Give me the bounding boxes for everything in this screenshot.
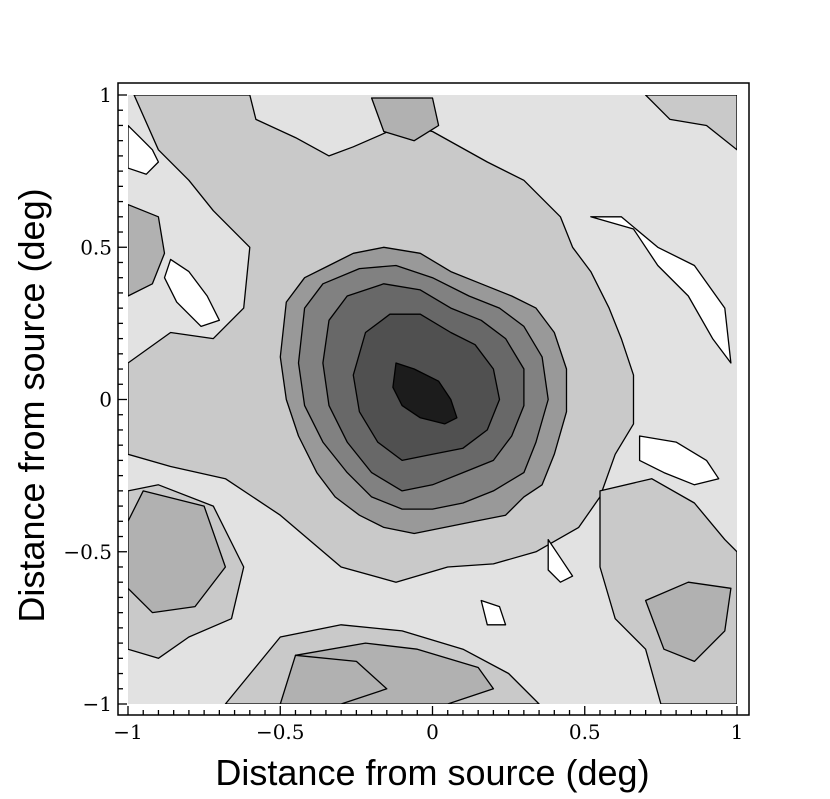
contour-region-level-4: [644, 581, 732, 663]
x-tick-label: 0.5: [569, 720, 601, 744]
y-axis-title: Distance from source (deg): [11, 188, 52, 622]
tick-labels: −1 −0.5 0 0.5 1 −1 −0.5 0 0.5 1: [63, 83, 743, 744]
contour-region-level-4: [279, 654, 388, 704]
contour-region-level-1: [638, 435, 720, 486]
contour-region-level-1: [163, 258, 221, 328]
y-tick-label: 0.5: [80, 235, 112, 259]
x-tick-label: 0: [426, 720, 439, 744]
y-tick-label: −1: [83, 692, 112, 716]
contour-region-level-1: [128, 124, 160, 175]
contour-region-level-9: [392, 362, 458, 425]
contour-regions: [128, 95, 737, 704]
contour-region-level-1: [590, 216, 732, 364]
x-tick-label: −0.5: [256, 720, 305, 744]
y-tick-label: −0.5: [63, 540, 112, 564]
y-tick-label: 1: [99, 83, 112, 107]
contour-region-level-4: [128, 490, 227, 614]
x-tick-label: −1: [113, 720, 142, 744]
contour-region-level-1: [547, 538, 574, 583]
contour-region-level-4: [128, 203, 166, 297]
contour-region-level-4: [370, 97, 440, 142]
contour-region-level-3: [644, 95, 737, 151]
contour-region-level-1: [480, 599, 507, 626]
axis-ticks: [118, 94, 738, 715]
x-tick-label: 1: [731, 720, 744, 744]
y-tick-label: 0: [99, 388, 112, 412]
x-axis-title: Distance from source (deg): [215, 752, 649, 793]
